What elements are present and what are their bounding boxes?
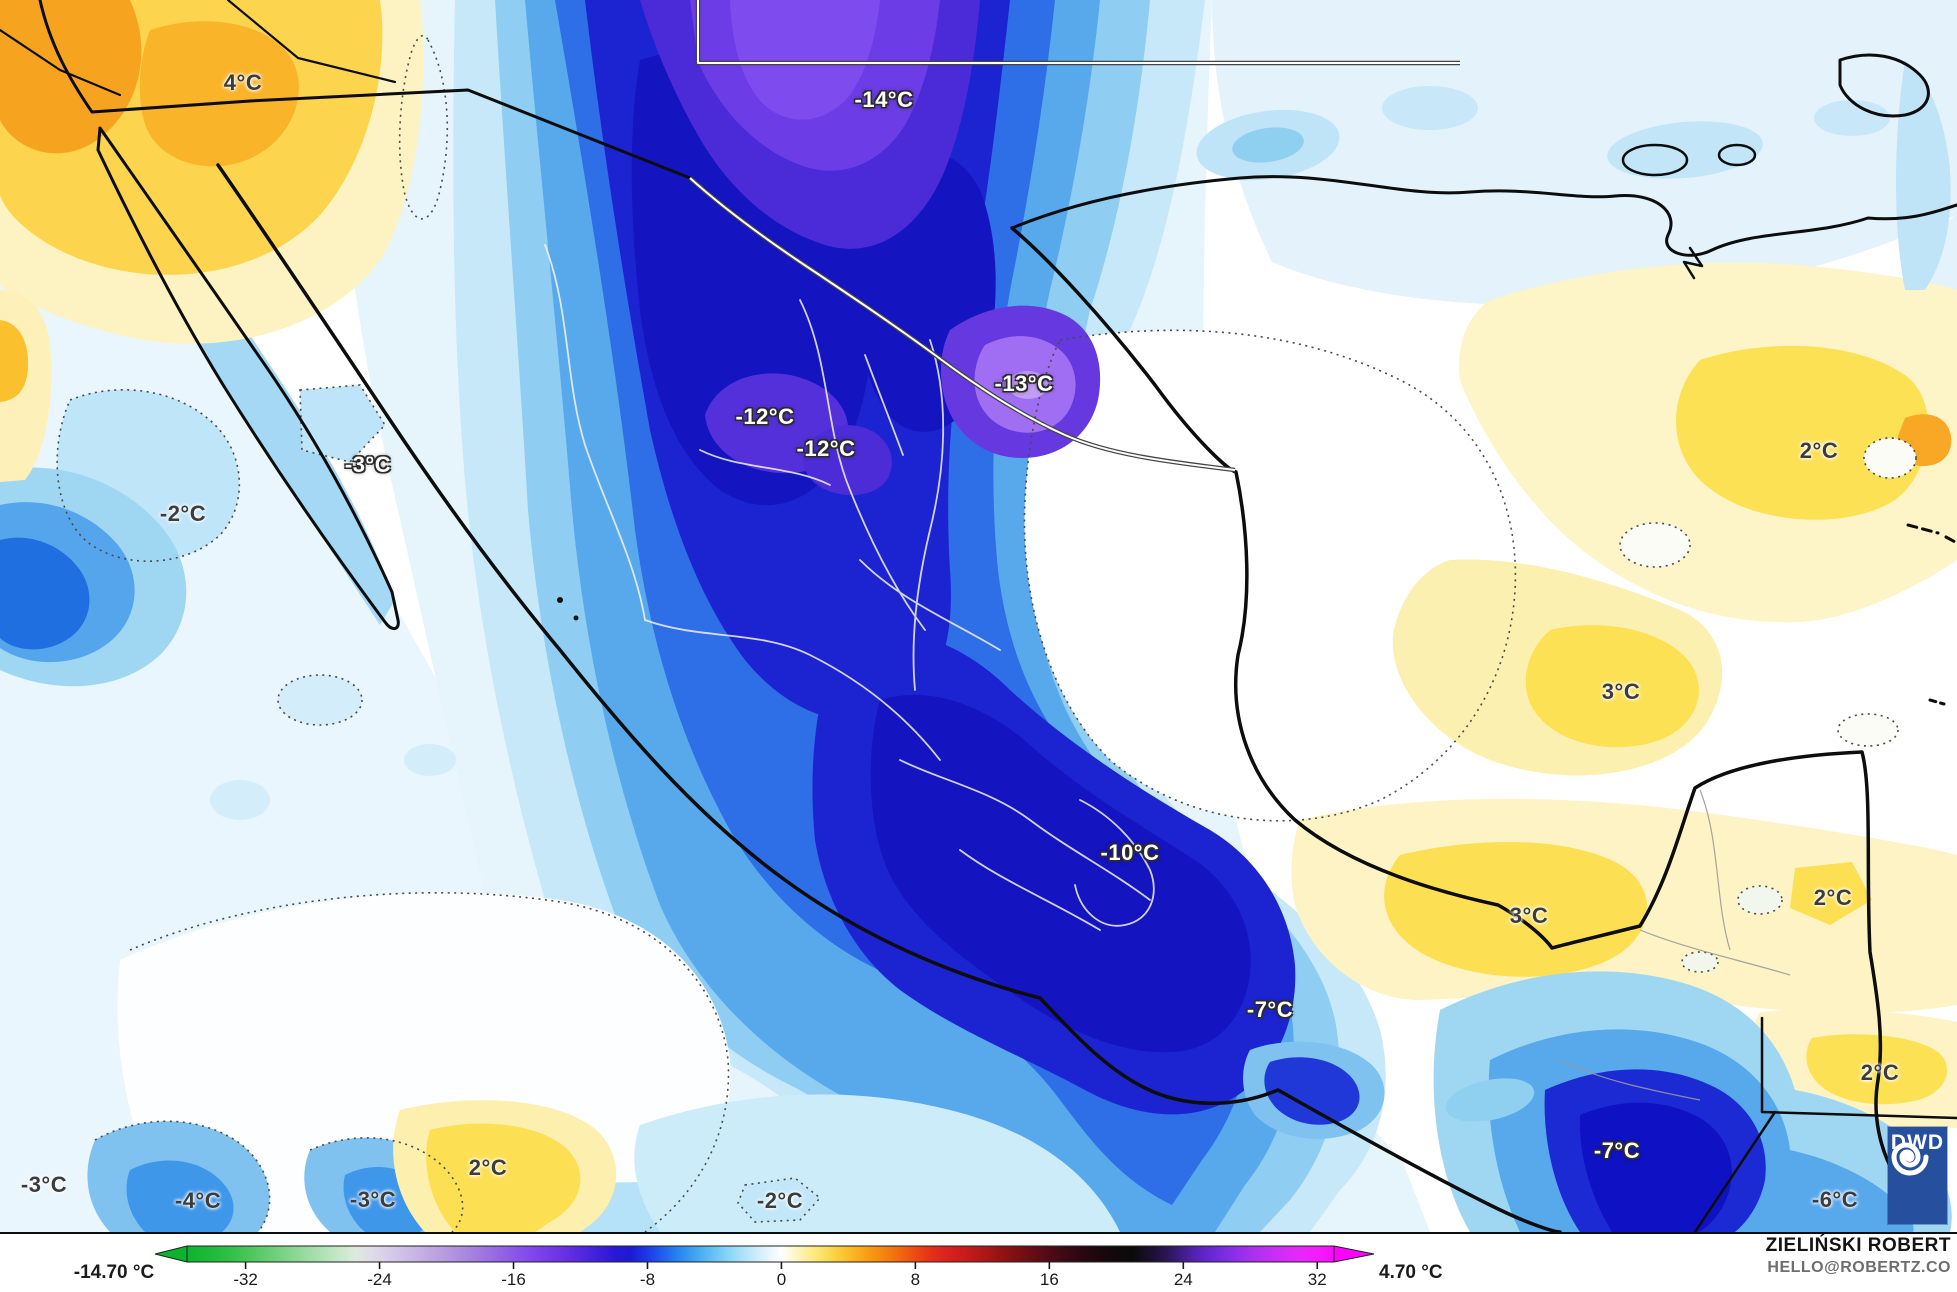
dwd-logo: DWD [1888,1127,1947,1224]
colorbar-tick-label: -24 [367,1270,392,1287]
colorbar-tick-label: 24 [1174,1270,1193,1287]
weather-map: 4°C -14°C -12°C -12°C -13°C -3°C -2°C 2°C 3°C -10… [0,0,1957,1232]
colorbar-tick-label: 32 [1308,1270,1327,1287]
colorbar-tick-label: -32 [233,1270,258,1287]
colorbar-footer: -14.70 °C 4.70 °C -32 -24 -16 -8 0 8 16 24 32 [0,1232,1957,1289]
colorbar-left-arrow [154,1245,188,1263]
colorbar-tick-label: 0 [777,1270,786,1287]
colorbar-max-annotation: 4.70 °C [1379,1262,1443,1283]
colorbar-right-arrow [1333,1245,1375,1263]
weather-map-canvas [0,0,1957,1232]
credit-email: HELLO@ROBERTZ.CO [1767,1258,1951,1276]
colorbar-ticks: -32 -24 -16 -8 0 8 16 24 32 [233,1262,1327,1289]
colorbar-gradient [186,1245,1335,1263]
dwd-logo-text: DWD [1890,1131,1945,1154]
credit-author: ZIELIŃSKI ROBERT [1765,1235,1951,1256]
colorbar-tick-label: 8 [911,1270,920,1287]
colorbar-tick-label: 16 [1040,1270,1059,1287]
colorbar: -14.70 °C 4.70 °C -32 -24 -16 -8 0 8 16 24 32 [74,1245,1443,1289]
colorbar-tick-label: -16 [501,1270,526,1287]
credits: ZIELIŃSKI ROBERT HELLO@ROBERTZ.CO [1766,1234,1951,1278]
colorbar-tick-label: -8 [640,1270,655,1287]
spiral-icon [1891,1142,1929,1176]
colorbar-min-annotation: -14.70 °C [74,1262,155,1283]
